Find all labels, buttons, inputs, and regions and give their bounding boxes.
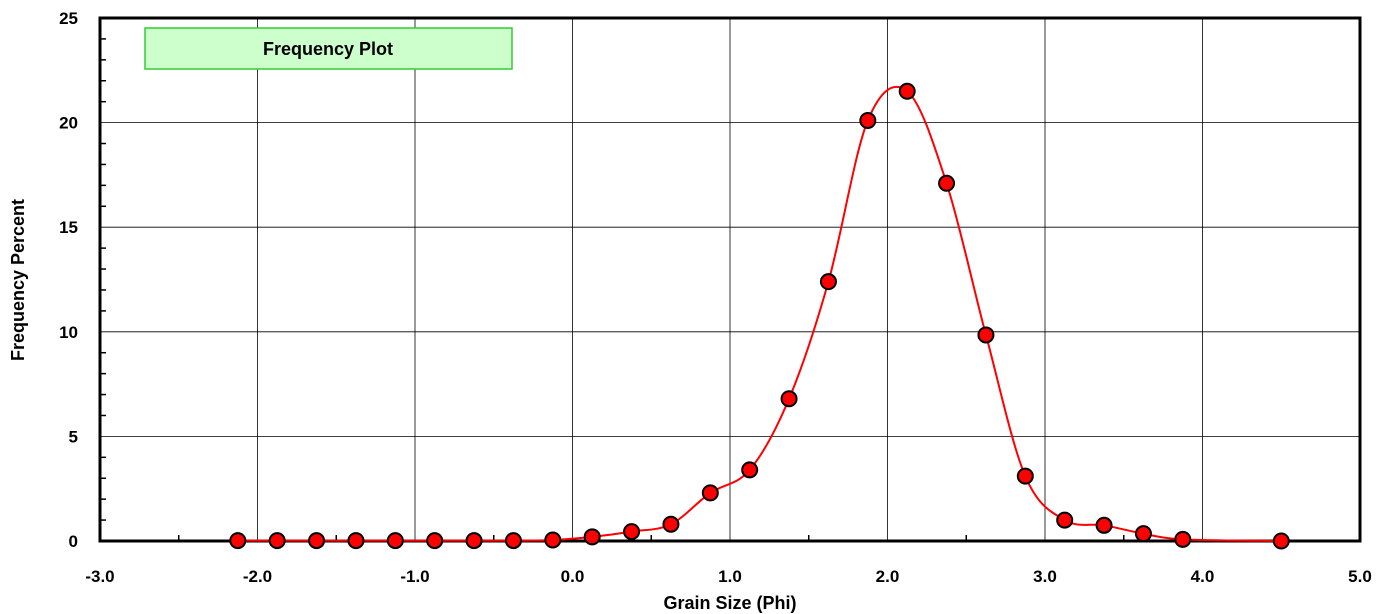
series-line (237, 86, 1282, 542)
data-point (386, 532, 404, 550)
data-point (465, 532, 483, 550)
x-tick-label: 4.0 (1191, 567, 1215, 586)
x-tick-label: -3.0 (85, 567, 114, 586)
data-point (229, 532, 247, 550)
y-tick-label: 20 (59, 114, 78, 133)
y-tick-label: 25 (59, 9, 78, 28)
data-point (701, 484, 719, 502)
y-tick-labels: 0 5 10 15 20 25 (59, 9, 78, 551)
y-tick-label: 5 (69, 427, 78, 446)
data-points (229, 82, 1290, 550)
data-point (741, 461, 759, 479)
data-point (898, 82, 916, 100)
y-tick-label: 15 (59, 218, 78, 237)
plot-area (98, 16, 1362, 543)
data-point (938, 174, 956, 192)
data-point (504, 532, 522, 550)
data-point (819, 273, 837, 291)
y-tick-label: 10 (59, 323, 78, 342)
chart-title: Frequency Plot (263, 39, 393, 59)
x-tick-label: 2.0 (876, 567, 900, 586)
data-point (426, 532, 444, 550)
data-point (623, 523, 641, 541)
x-tick-label: 3.0 (1033, 567, 1057, 586)
data-point (1016, 467, 1034, 485)
grid (100, 18, 1360, 541)
data-point (1174, 530, 1192, 548)
x-tick-label: -2.0 (243, 567, 272, 586)
data-point (780, 390, 798, 408)
x-axis-title: Grain Size (Phi) (663, 593, 796, 613)
data-point (544, 531, 562, 549)
data-point (977, 326, 995, 344)
legend-background (144, 27, 513, 70)
minor-ticks (100, 38, 1282, 541)
x-tick-label: 1.0 (718, 567, 742, 586)
data-point (583, 528, 601, 546)
data-point (859, 112, 877, 130)
x-tick-label: 0.0 (561, 567, 585, 586)
data-point (1056, 511, 1074, 529)
data-point (268, 532, 286, 550)
data-point (1272, 532, 1290, 550)
data-point (662, 515, 680, 533)
data-point (1134, 525, 1152, 543)
x-tick-label: 5.0 (1348, 567, 1372, 586)
x-tick-label: -1.0 (400, 567, 429, 586)
y-tick-label: 0 (69, 532, 78, 551)
x-tick-labels: -3.0 -2.0 -1.0 0.0 1.0 2.0 3.0 4.0 5.0 (85, 567, 1371, 586)
data-point (1095, 516, 1113, 534)
data-point (347, 532, 365, 550)
legend-box: Frequency Plot (144, 27, 513, 70)
data-point (308, 532, 326, 550)
y-axis-title: Frequency Percent (8, 199, 28, 361)
